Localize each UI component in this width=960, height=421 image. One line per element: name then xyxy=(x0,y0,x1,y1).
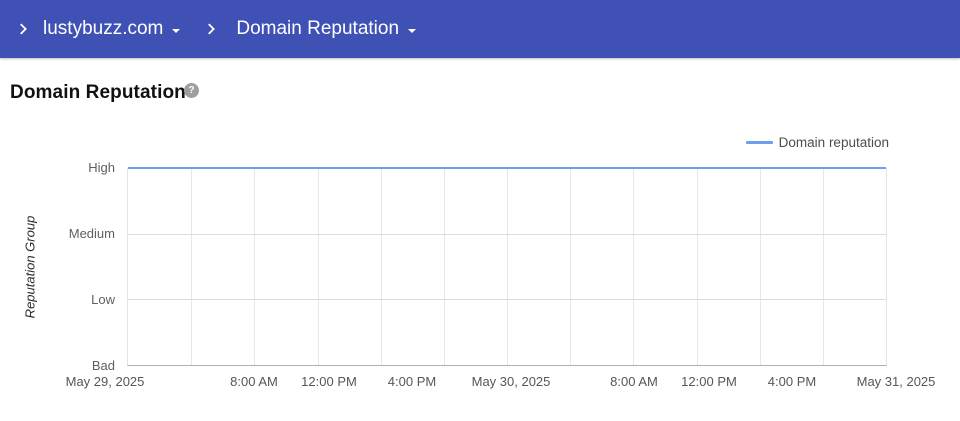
chevron-right-icon xyxy=(14,20,32,38)
vertical-gridline xyxy=(191,168,193,365)
vertical-gridline xyxy=(254,168,256,365)
vertical-gridline xyxy=(633,168,635,365)
page-title: Domain Reputation xyxy=(10,82,186,103)
vertical-gridline xyxy=(696,168,698,365)
x-tick-label: 8:00 AM xyxy=(230,374,278,389)
x-tick-label: 12:00 PM xyxy=(301,374,357,389)
y-tick-label: Medium xyxy=(68,226,115,241)
x-tick-label: 12:00 PM xyxy=(681,374,737,389)
breadcrumb-report-selector[interactable]: Domain Reputation xyxy=(236,18,417,40)
chart-legend: Domain reputation xyxy=(745,134,889,150)
x-tick-label: 8:00 AM xyxy=(610,374,658,389)
vertical-gridline xyxy=(570,168,572,365)
top-nav-bar: lustybuzz.com Domain Reputation xyxy=(0,0,960,58)
caret-down-icon xyxy=(172,28,181,33)
vertical-gridline xyxy=(759,168,761,365)
vertical-gridline xyxy=(380,168,382,365)
vertical-gridline xyxy=(443,168,445,365)
horizontal-gridline xyxy=(128,299,886,301)
caret-down-icon xyxy=(408,28,417,33)
x-tick-label: May 30, 2025 xyxy=(471,374,551,389)
horizontal-gridline xyxy=(128,233,886,235)
y-tick-label: Low xyxy=(91,292,115,307)
breadcrumb-domain-label: lustybuzz.com xyxy=(43,18,164,39)
y-tick-label: High xyxy=(88,160,115,175)
vertical-gridline xyxy=(507,168,508,365)
breadcrumb-report-label: Domain Reputation xyxy=(236,18,400,39)
legend-label: Domain reputation xyxy=(778,134,889,150)
x-tick-label: 4:00 PM xyxy=(387,374,437,389)
help-icon[interactable]: ? xyxy=(184,83,199,98)
series-line-domain-reputation xyxy=(128,167,886,169)
breadcrumb-domain-selector[interactable]: lustybuzz.com xyxy=(43,18,181,40)
vertical-gridline xyxy=(317,168,319,365)
x-tick-label: 4:00 PM xyxy=(767,374,817,389)
y-tick-label: Bad xyxy=(91,358,115,373)
chevron-right-icon xyxy=(202,20,220,38)
x-tick-label: May 31, 2025 xyxy=(856,374,936,389)
x-tick-label: May 29, 2025 xyxy=(65,374,145,389)
plot-area[interactable] xyxy=(127,167,887,366)
legend-line-swatch xyxy=(745,140,773,144)
vertical-gridline xyxy=(822,168,824,365)
